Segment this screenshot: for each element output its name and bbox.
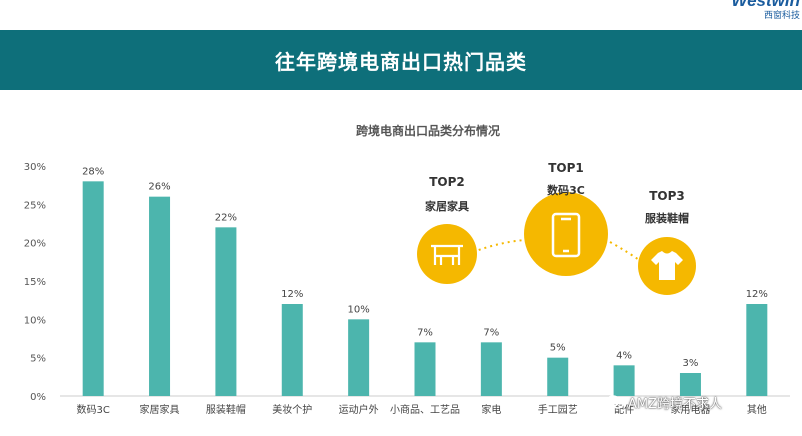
x-tick-label: 家居家具	[140, 403, 180, 416]
y-tick-label: 30%	[24, 162, 46, 173]
bar-value-label: 7%	[483, 327, 499, 338]
top2-circle	[417, 224, 477, 284]
bar-value-label: 10%	[348, 304, 370, 315]
bar-value-label: 5%	[550, 343, 566, 354]
phone-icon	[551, 212, 581, 258]
bar-value-label: 28%	[82, 166, 104, 177]
brand-logo: Westwin 西窗科技	[722, 0, 802, 28]
top3-label: 服装鞋帽	[645, 211, 689, 225]
bar-value-label: 26%	[148, 182, 170, 193]
y-tick-label: 20%	[24, 239, 46, 250]
bar	[480, 342, 502, 396]
brand-logo-text: Westwin	[731, 0, 800, 10]
bar	[613, 365, 635, 396]
top2-rank: TOP2	[429, 175, 465, 189]
x-tick-label: 数码3C	[77, 403, 110, 416]
x-tick-label: 美妆个护	[272, 403, 312, 416]
brand-subtitle: 西窗科技	[763, 11, 800, 21]
bar	[149, 196, 171, 396]
x-tick-label: 运动户外	[339, 403, 379, 416]
y-tick-label: 25%	[24, 200, 46, 211]
bar-value-label: 4%	[616, 350, 632, 361]
top-callouts: TOP2 家居家具 TOP1 数码3C TOP3 服装鞋帽	[417, 161, 696, 295]
watermark-text: AMZ跨境不求人	[628, 396, 723, 412]
x-axis: 数码3C 家居家具 服装鞋帽 美妆个护 运动户外 小商品、工艺品 家电 手工园艺 配件 家用电器 其…	[77, 403, 767, 416]
x-tick-label: 其他	[747, 403, 767, 416]
x-tick-label: 家电	[481, 403, 501, 416]
bar	[215, 227, 237, 396]
y-tick-label: 15%	[24, 277, 46, 288]
chart-title: 跨境电商出口品类分布情况	[356, 123, 500, 138]
bar	[281, 304, 303, 396]
bar-value-label: 3%	[683, 358, 699, 369]
x-tick-label: 家用电器	[670, 403, 710, 416]
x-tick-label: 手工园艺	[538, 403, 578, 416]
title-banner: 往年跨境电商出口热门品类	[0, 30, 802, 90]
dotted-connector-right	[609, 241, 643, 263]
bar	[746, 304, 768, 396]
tshirt-icon	[651, 251, 683, 280]
bar-value-label: 22%	[215, 212, 237, 223]
y-tick-label: 0%	[30, 392, 46, 403]
y-tick-label: 10%	[24, 315, 46, 326]
top1-circle	[524, 192, 608, 276]
wechat-icon	[606, 395, 624, 409]
top1-rank: TOP1	[548, 161, 584, 175]
furniture-icon	[431, 244, 463, 265]
bar	[82, 181, 104, 396]
top1-label: 数码3C	[547, 183, 585, 197]
bar	[414, 342, 436, 396]
x-tick-label: 小商品、工艺品	[390, 403, 460, 416]
bar	[547, 357, 569, 396]
bar	[679, 373, 701, 396]
bar-value-label: 12%	[281, 289, 303, 300]
page-title: 往年跨境电商出口热门品类	[275, 49, 527, 74]
dotted-connector-left	[472, 239, 526, 253]
top2-label: 家居家具	[425, 199, 469, 213]
bar-series: 28% 26% 22% 12% 10% 7% 7% 5% 4% 3% 12%	[82, 166, 768, 396]
top3-rank: TOP3	[649, 189, 685, 203]
bar-value-label: 12%	[746, 289, 768, 300]
watermark: AMZ跨境不求人	[606, 392, 722, 412]
bar-value-label: 7%	[417, 327, 433, 338]
bar	[348, 319, 370, 396]
x-tick-label: 服装鞋帽	[206, 403, 246, 416]
y-tick-label: 5%	[30, 354, 46, 365]
x-tick-label: 配件	[614, 404, 634, 416]
